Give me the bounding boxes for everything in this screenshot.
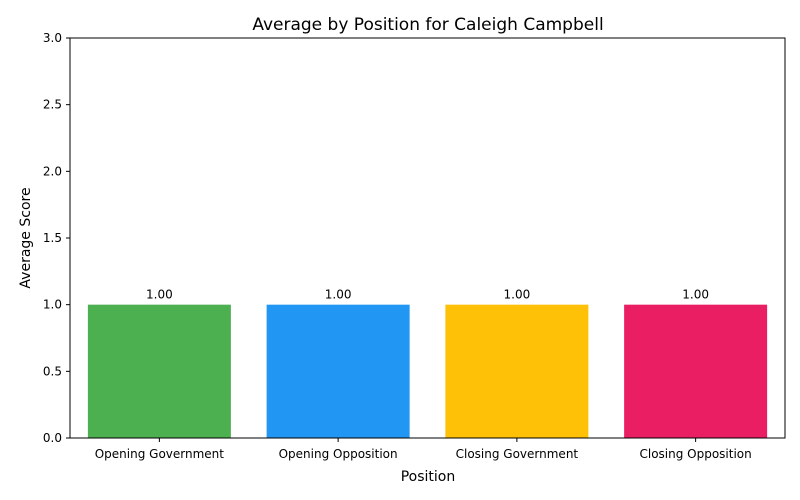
y-tick-label-4: 2.0 (43, 164, 62, 178)
chart-title: Average by Position for Caleigh Campbell (252, 15, 603, 35)
data-label-4: 1.00 (682, 288, 709, 302)
plot-area: 1.00 1.00 1.00 1.00 0.0 0.5 1.0 1.5 2.0 2.5 3.0 Ope… (43, 31, 786, 461)
y-axis-label: Average Score (18, 187, 34, 288)
y-tick-label-5: 2.5 (43, 98, 62, 112)
y-tick-label-1: 0.5 (43, 364, 62, 378)
x-tick-label-0: Opening Government (95, 447, 225, 461)
bar-2 (266, 304, 410, 438)
y-tick-label-0: 0.0 (43, 431, 62, 445)
x-axis-label: Position (401, 469, 456, 485)
x-tick-label-3: Closing Opposition (639, 447, 751, 461)
bar-3 (445, 304, 589, 438)
y-tick-label-2: 1.0 (43, 298, 62, 312)
y-tick-label-6: 3.0 (43, 31, 62, 45)
bar-1 (87, 304, 231, 438)
x-tick-label-2: Closing Government (456, 447, 579, 461)
x-tick-label-1: Opening Opposition (279, 447, 398, 461)
y-tick-label-3: 1.5 (43, 231, 62, 245)
bar-4 (624, 304, 768, 438)
data-label-3: 1.00 (504, 288, 531, 302)
data-label-1: 1.00 (146, 288, 173, 302)
data-label-2: 1.00 (325, 288, 352, 302)
